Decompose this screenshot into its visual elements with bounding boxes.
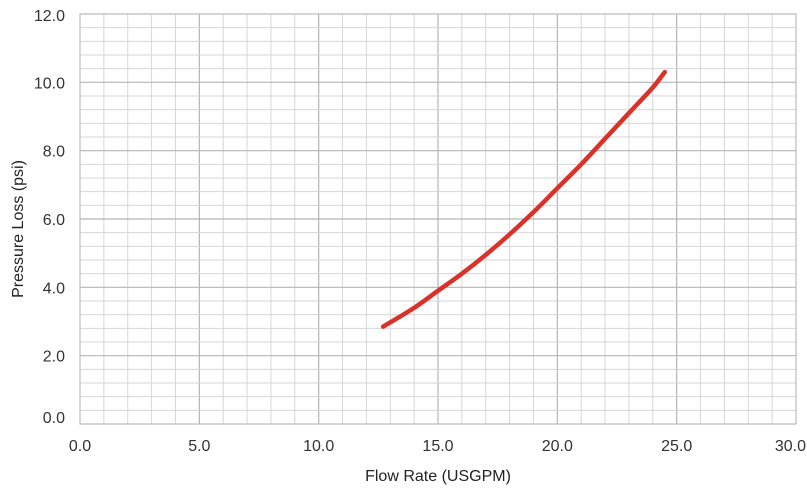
x-axis-title: Flow Rate (USGPM) — [365, 468, 511, 485]
y-tick-label: 12.0 — [34, 8, 65, 25]
x-tick-label: 20.0 — [542, 438, 573, 455]
series-line — [380, 69, 667, 329]
plot-frame — [79, 13, 797, 425]
x-tick-label: 5.0 — [188, 438, 210, 455]
x-axis-tick-labels: 0.0 5.0 10.0 15.0 20.0 25.0 30.0 — [69, 438, 806, 455]
y-tick-label: 0.0 — [43, 410, 65, 427]
x-tick-label: 30.0 — [775, 438, 806, 455]
y-axis-tick-labels: 0.0 2.0 4.0 6.0 8.0 10.0 12.0 — [34, 8, 65, 427]
y-tick-label: 6.0 — [43, 212, 65, 229]
x-tick-label: 0.0 — [69, 438, 91, 455]
x-tick-label: 10.0 — [303, 438, 334, 455]
y-tick-label: 2.0 — [43, 349, 65, 366]
y-tick-label: 8.0 — [43, 144, 65, 161]
y-tick-label: 4.0 — [43, 280, 65, 297]
y-axis-title: Pressure Loss (psi) — [10, 160, 27, 298]
y-tick-label: 10.0 — [34, 75, 65, 92]
x-tick-label: 15.0 — [422, 438, 453, 455]
grid — [79, 13, 797, 425]
x-tick-label: 25.0 — [661, 438, 692, 455]
series-layer — [380, 69, 667, 329]
